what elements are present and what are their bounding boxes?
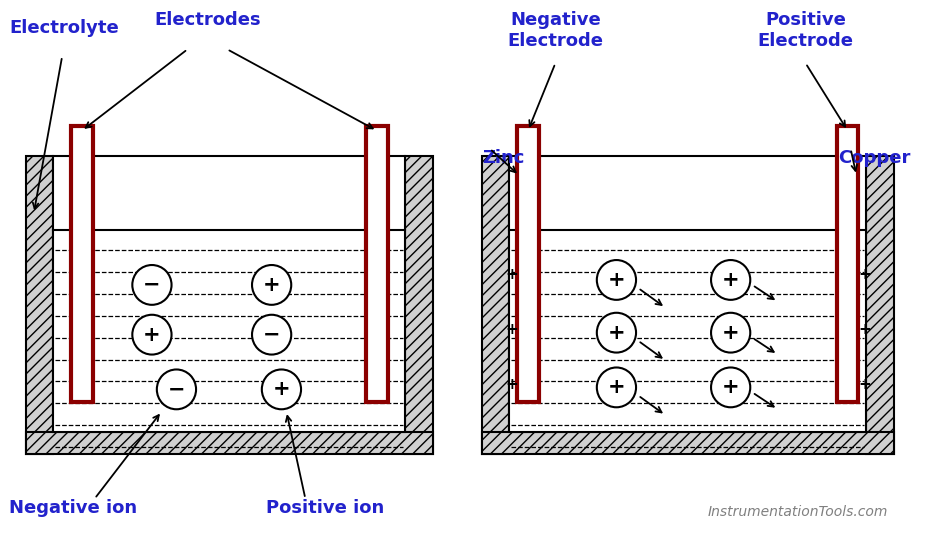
Text: −: −	[143, 275, 160, 295]
Text: Negative ion: Negative ion	[9, 499, 137, 517]
Bar	[482, 155, 509, 454]
Text: +: +	[722, 323, 740, 343]
Text: −: −	[263, 324, 281, 345]
Circle shape	[711, 313, 750, 352]
Circle shape	[252, 315, 291, 355]
Circle shape	[157, 370, 196, 409]
Text: +: +	[505, 322, 518, 337]
Text: +: +	[607, 323, 625, 343]
Text: +: +	[505, 267, 518, 282]
Text: Electrodes: Electrodes	[154, 11, 260, 30]
Text: Electrolyte: Electrolyte	[9, 19, 119, 37]
Circle shape	[262, 370, 301, 409]
Circle shape	[711, 260, 750, 300]
Text: +: +	[858, 267, 870, 282]
Bar	[53, 155, 406, 432]
Text: −: −	[168, 379, 185, 399]
Text: +: +	[505, 377, 518, 392]
Text: Positive
Electrode: Positive Electrode	[758, 11, 854, 50]
Circle shape	[597, 367, 636, 407]
Text: Negative
Electrode: Negative Electrode	[508, 11, 604, 50]
Bar	[482, 432, 894, 454]
Circle shape	[132, 265, 172, 305]
Text: Copper: Copper	[838, 148, 911, 167]
Text: InstrumentationTools.com: InstrumentationTools.com	[707, 505, 888, 519]
Text: +: +	[722, 377, 740, 398]
Text: Zinc: Zinc	[482, 148, 524, 167]
Bar	[71, 126, 92, 402]
Circle shape	[711, 367, 750, 407]
Text: +: +	[263, 275, 281, 295]
Bar	[509, 155, 867, 432]
Text: +: +	[272, 379, 290, 399]
Text: +: +	[607, 377, 625, 398]
Circle shape	[597, 260, 636, 300]
Bar	[366, 126, 388, 402]
Bar	[517, 126, 538, 402]
Text: +: +	[858, 322, 870, 337]
Bar	[26, 432, 433, 454]
Bar	[867, 155, 894, 454]
Bar	[406, 155, 433, 454]
Text: +: +	[607, 270, 625, 290]
Bar	[26, 155, 53, 454]
Circle shape	[132, 315, 172, 355]
Bar	[837, 126, 858, 402]
Text: +: +	[722, 270, 740, 290]
Circle shape	[597, 313, 636, 352]
Text: Positive ion: Positive ion	[266, 499, 384, 517]
Circle shape	[252, 265, 291, 305]
Text: +: +	[858, 377, 870, 392]
Text: +: +	[143, 324, 160, 345]
